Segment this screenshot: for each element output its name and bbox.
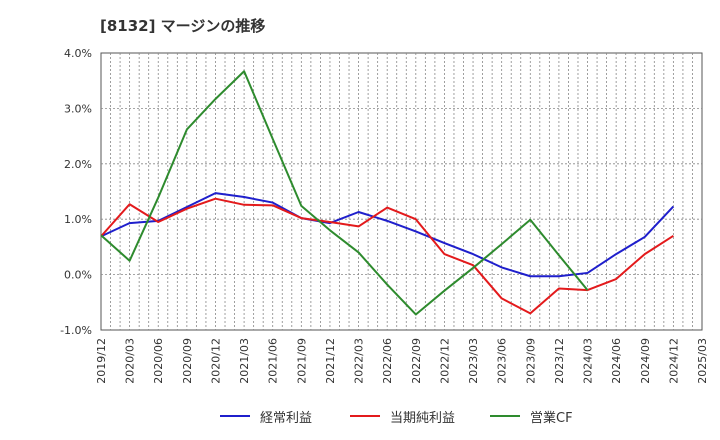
y-tick-label: 0.0% [64,269,92,282]
x-tick-label: 2024/03 [582,338,595,384]
plot-frame [100,52,703,331]
x-tick-label: 2021/12 [324,338,337,384]
chart-title: [8132] マージンの推移 [100,17,266,35]
legend-swatch [220,415,250,417]
x-tick-label: 2020/09 [181,338,194,384]
x-tick-label: 2024/06 [610,338,623,384]
x-tick-label: 2020/12 [209,338,222,384]
x-tick-label: 2020/03 [124,338,137,384]
legend-item: 経常利益 [220,404,312,428]
grid-layer [100,52,703,331]
series-line-3 [100,70,589,316]
x-tick-label: 2021/09 [295,338,308,384]
x-tick-label: 2022/03 [353,338,366,384]
series-line-1 [100,192,675,278]
x-tick-label: 2023/12 [553,338,566,384]
x-tick-label: 2022/09 [410,338,423,384]
x-tick-label: 2023/06 [496,338,509,384]
legend-item: 営業CF [490,404,573,428]
x-tick-label: 2023/03 [467,338,480,384]
legend-label: 当期純利益 [390,410,456,426]
legend-label: 経常利益 [260,410,313,426]
y-tick-label: -1.0% [60,324,92,337]
x-tick-label: 2022/12 [438,338,451,384]
x-tick-label: 2025/03 [696,338,709,384]
axis-layer: 4.0% 3.0% 2.0% 1.0% 0.0% -1.0%2019/12 2020/03 2… [60,47,709,384]
series-layer [100,70,675,316]
x-tick-label: 2021/03 [238,338,251,384]
x-tick-label: 2022/06 [381,338,394,384]
legend-swatch [490,415,520,417]
x-tick-label: 2023/09 [524,338,537,384]
x-tick-label: 2019/12 [95,338,108,384]
legend-swatch [350,415,380,417]
y-tick-label: 3.0% [64,102,92,115]
series-line-2 [100,197,674,315]
legend-item: 当期純利益 [350,404,455,428]
y-tick-label: 1.0% [64,213,92,226]
x-tick-label: 2020/06 [152,338,165,384]
x-tick-label: 2024/12 [667,338,680,384]
y-tick-label: 4.0% [64,47,92,60]
y-tick-label: 2.0% [64,158,92,171]
legend: 経常利益 当期純利益 営業CF [0,404,720,428]
x-tick-label: 2021/06 [267,338,280,384]
legend-label: 営業CF [530,410,573,426]
x-tick-label: 2024/09 [639,338,652,384]
